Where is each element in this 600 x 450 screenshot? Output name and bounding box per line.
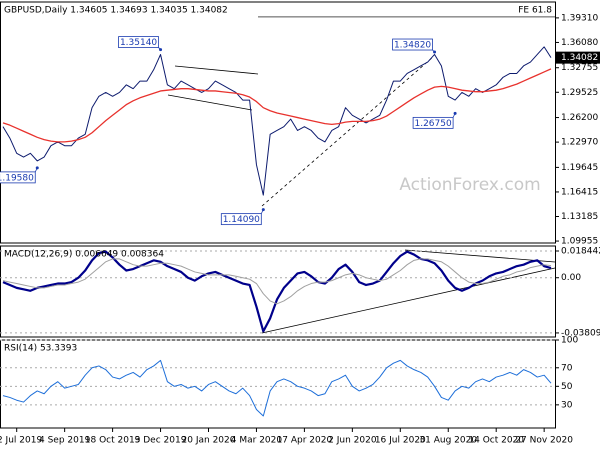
last-value-tag [556, 51, 600, 64]
fe-label: FE 61.8 [518, 5, 552, 15]
annotation-label: 1.19580 [0, 173, 34, 183]
annotation: 1.14090 [220, 209, 264, 226]
x-tick-label: 4 Mar 2020 [231, 436, 283, 446]
x-tick-label: 18 Oct 2019 [85, 436, 141, 446]
series-line [2, 250, 552, 333]
y-tick-label: 1.39310 [561, 13, 598, 23]
x-tick-label: 3 Dec 2019 [135, 436, 187, 446]
y-tick-label: 1.29525 [561, 88, 598, 98]
x-tick-label: 16 Jul 2020 [375, 436, 426, 446]
x-tick-label: 22 Jul 2019 [0, 436, 42, 446]
annotation: 1.35140 [118, 36, 161, 50]
dashed-trendline [261, 56, 434, 207]
y-tick-label: 0.00 [561, 273, 581, 283]
annotation-box [118, 36, 159, 48]
x-tick-label: 20 Jan 2020 [182, 436, 236, 446]
annotation-leader [260, 209, 264, 214]
panel-title: MACD(12,26,9) 0.006649 0.008364 [4, 250, 164, 260]
panel-title: RSI(14) 53.3393 [4, 344, 77, 354]
y-tick-label: -0.038095 [561, 328, 600, 338]
panel-frame [0, 339, 556, 429]
y-tick-label: 1.26200 [561, 113, 598, 123]
annotation-box [220, 213, 262, 226]
x-tick-label: 2 Jun 2020 [328, 436, 377, 446]
annotation-label: 1.34820 [394, 41, 431, 51]
annotation: 1.34820 [392, 38, 435, 53]
y-tick-label: 1.19645 [561, 163, 598, 173]
annotation-leader [452, 113, 456, 118]
annotation: 1.26750 [412, 113, 456, 129]
y-tick-label: 70 [561, 363, 573, 373]
series-line [2, 258, 552, 305]
annotation-box [392, 38, 433, 51]
macd-upper-trendline [404, 249, 556, 263]
annotation-label: 1.14090 [223, 215, 260, 225]
y-tick-label: 1.36080 [561, 38, 598, 48]
y-tick-label: 1.13185 [561, 212, 598, 222]
x-tick-label: 14 Oct 2020 [468, 436, 524, 446]
trendlines [167, 56, 556, 334]
annotation-label: 1.35140 [120, 38, 157, 48]
y-tick-label: 1.09955 [561, 237, 598, 247]
y-tick-label: 1.16415 [561, 187, 598, 197]
annotation-box [412, 116, 454, 129]
x-tick-label: 4 Sep 2019 [39, 436, 91, 446]
last-value-label: 1.34082 [561, 53, 598, 63]
panel-frame [0, 245, 556, 338]
annotation-box [0, 171, 36, 184]
x-tick-label: 27 Nov 2020 [515, 436, 573, 446]
panel-title: GBPUSD,Daily 1.34605 1.34693 1.34035 1.3… [4, 6, 228, 16]
channel-bottom [167, 94, 253, 111]
annotation-leader [432, 49, 435, 53]
y-tick-label: 100 [561, 336, 578, 346]
annotation-leader [158, 47, 161, 50]
y-tick-label: 0.018442 [561, 247, 600, 257]
y-tick-label: 1.22970 [561, 138, 598, 148]
macd-lower-trendline [261, 267, 556, 334]
annotation-label: 1.26750 [414, 119, 451, 129]
x-tick-label: 31 Aug 2020 [419, 436, 477, 446]
series-line [2, 46, 552, 196]
annotation-leader [34, 167, 38, 173]
series-line [2, 359, 552, 417]
panel-frame [0, 1, 556, 244]
annotation: 1.19580 [0, 167, 38, 184]
watermark: ActionForex.com [399, 175, 540, 195]
y-tick-label: 1.32755 [561, 63, 598, 73]
series-line [2, 68, 552, 143]
y-tick-label: 30 [561, 400, 573, 410]
channel-top [174, 65, 259, 75]
x-tick-label: 17 Apr 2020 [277, 436, 333, 446]
y-tick-label: 50 [561, 382, 573, 392]
